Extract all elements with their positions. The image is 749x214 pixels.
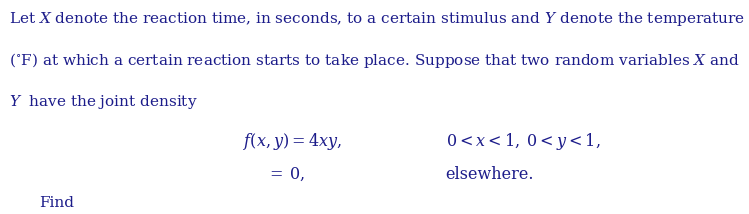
Text: $=\; 0,$: $=\; 0,$ — [266, 166, 306, 183]
Text: $f(x, y) = 4xy,$: $f(x, y) = 4xy,$ — [243, 131, 342, 152]
Text: Find: Find — [39, 196, 74, 210]
Text: $0 < x < 1,\; 0 < y < 1,$: $0 < x < 1,\; 0 < y < 1,$ — [446, 131, 600, 152]
Text: elsewhere.: elsewhere. — [446, 166, 534, 183]
Text: $Y$  have the joint density: $Y$ have the joint density — [9, 93, 198, 111]
Text: ($^{\circ}$F) at which a certain reaction starts to take place. Suppose that two: ($^{\circ}$F) at which a certain reactio… — [9, 51, 740, 70]
Text: Let $X$ denote the reaction time, in seconds, to a certain stimulus and $Y$ deno: Let $X$ denote the reaction time, in sec… — [9, 10, 745, 28]
